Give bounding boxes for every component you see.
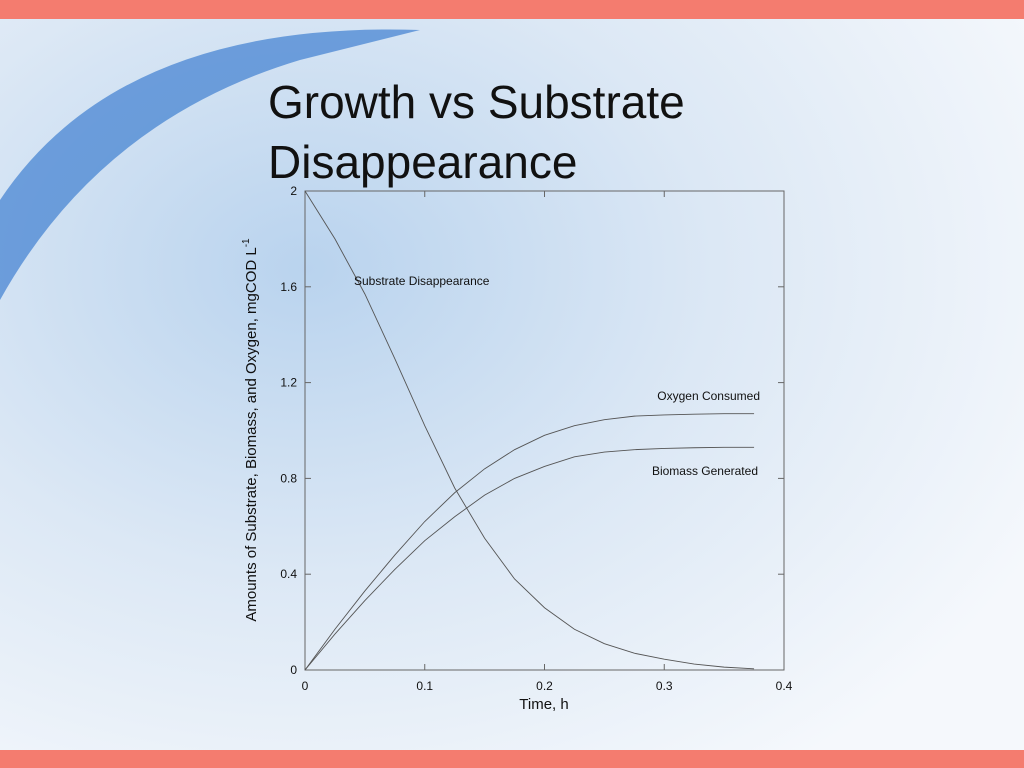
x-axis-label: Time, h [519, 696, 568, 713]
x-tick-label: 0.4 [776, 679, 793, 693]
y-tick-label: 0.4 [280, 567, 297, 581]
series-line [304, 190, 755, 670]
y-tick-label: 1.6 [280, 280, 297, 294]
y-tick-label: 0.8 [280, 471, 297, 485]
decoration [0, 29, 420, 300]
y-tick-label: 1.2 [280, 376, 297, 390]
y-axis-label: Amounts of Substrate, Biomass, and Oxyge… [241, 238, 260, 622]
series-label: Biomass Generated [652, 464, 758, 478]
series-line [304, 413, 755, 671]
x-tick-label: 0.3 [656, 679, 673, 693]
x-tick-label: 0.1 [416, 679, 433, 693]
series-line [304, 446, 755, 671]
x-tick-label: 0.2 [536, 679, 553, 693]
series-label: Oxygen Consumed [657, 389, 760, 403]
y-axis-label-text: Amounts of Substrate, Biomass, and Oxyge… [243, 247, 260, 621]
series-label: Substrate Disappearance [354, 274, 490, 288]
x-tick-label: 0 [302, 679, 309, 693]
top-bar [0, 0, 1024, 19]
chart-title-line1: Growth vs Substrate [268, 76, 685, 128]
y-axis-label-group: Amounts of Substrate, Biomass, and Oxyge… [241, 238, 260, 622]
bottom-bar [0, 750, 1024, 768]
y-axis-label-superscript: -1 [241, 238, 252, 247]
y-tick-label: 0 [290, 663, 297, 677]
chart-title-line2: Disappearance [268, 136, 577, 188]
y-tick-label: 2 [290, 184, 297, 198]
